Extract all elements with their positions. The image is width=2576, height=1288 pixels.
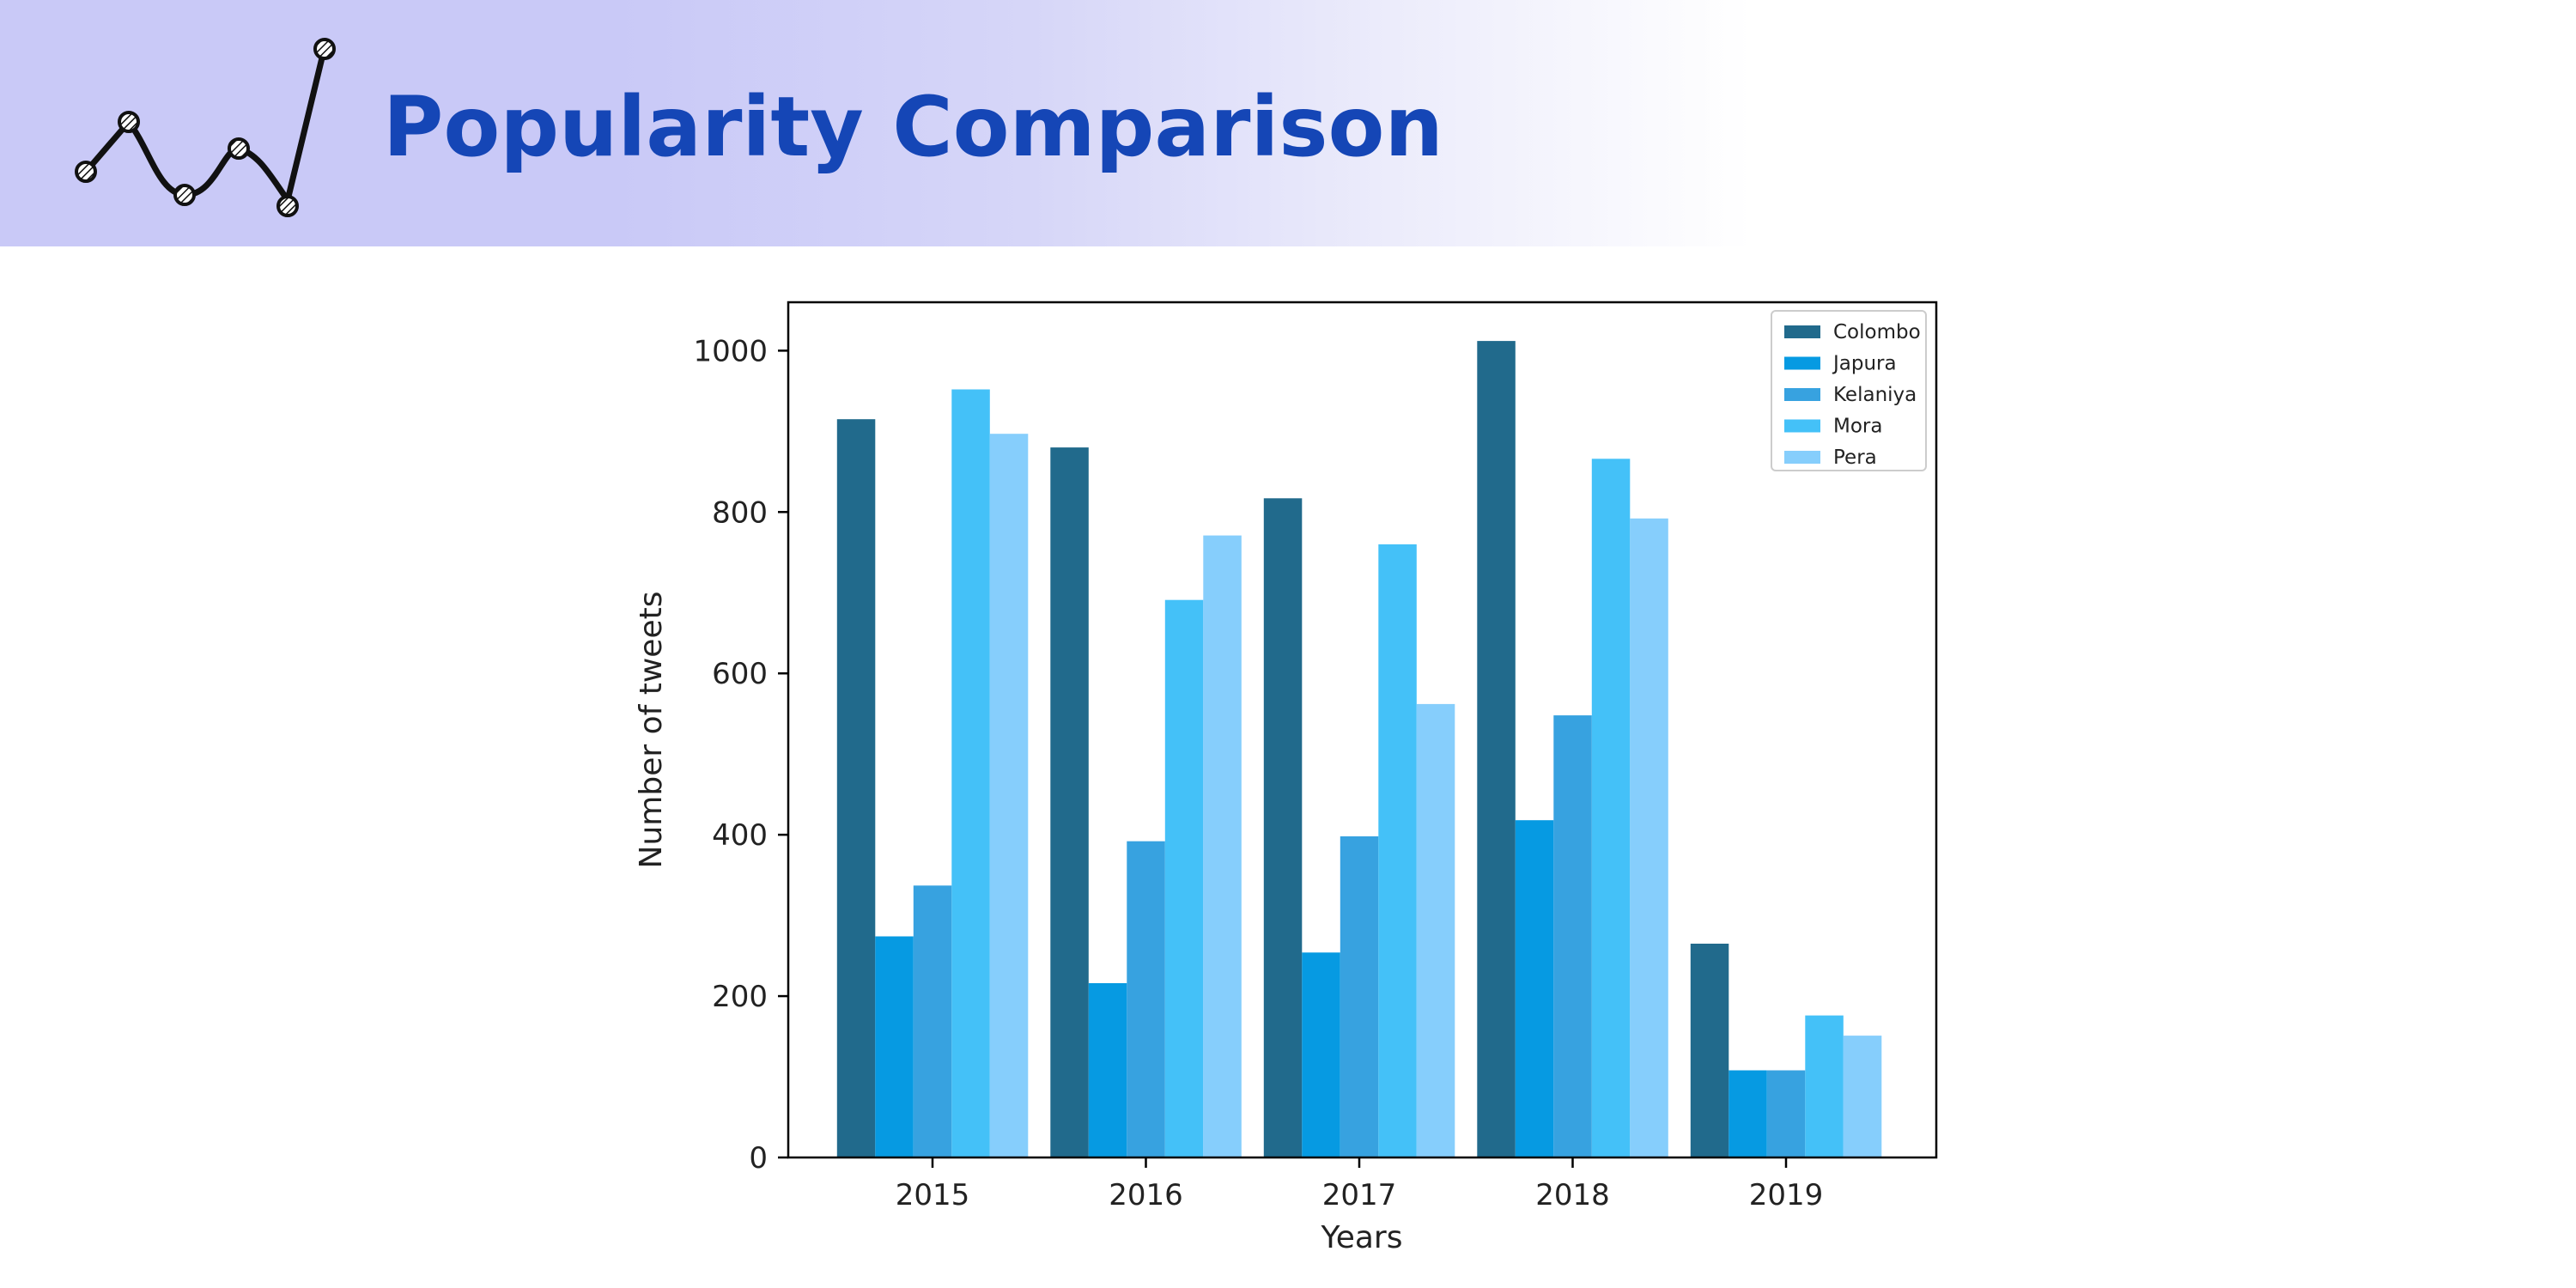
y-axis-label: Number of tweets: [634, 592, 669, 869]
bar-colombo-2016: [1050, 447, 1089, 1157]
x-tick-label: 2019: [1749, 1178, 1824, 1212]
bar-pera-2018: [1630, 518, 1668, 1157]
legend-label-japura: Japura: [1832, 353, 1897, 375]
bar-mora-2019: [1805, 1015, 1844, 1157]
x-tick-label: 2016: [1109, 1178, 1183, 1212]
bar-kelaniya-2015: [913, 885, 952, 1157]
y-tick-label: 1000: [693, 334, 768, 368]
legend: Colombo Japura Kelaniya Mora Pera: [1771, 310, 1927, 471]
y-tick-label: 400: [712, 818, 768, 853]
bars-layer: [836, 341, 1882, 1158]
x-axis-label: Years: [1321, 1220, 1403, 1255]
plot-frame: [787, 301, 1938, 1159]
bar-japura-2015: [875, 936, 914, 1157]
x-tick-label: 2018: [1535, 1178, 1610, 1212]
bar-kelaniya-2018: [1553, 715, 1592, 1157]
y-tick-label: 800: [712, 495, 768, 530]
bar-colombo-2017: [1263, 498, 1303, 1157]
bar-pera-2016: [1203, 535, 1242, 1157]
legend-swatch-kelaniya: [1784, 388, 1820, 401]
bar-colombo-2018: [1477, 341, 1516, 1158]
bar-mora-2015: [951, 389, 990, 1157]
slide-title: Popularity Comparison: [383, 79, 1443, 175]
legend-label-colombo: Colombo: [1833, 321, 1921, 343]
x-tick-label: 2015: [896, 1178, 970, 1212]
legend-swatch-colombo: [1784, 325, 1820, 338]
bar-colombo-2019: [1690, 944, 1729, 1157]
bar-mora-2017: [1378, 544, 1417, 1157]
y-axis: 0 200 400 600 800 1000: [693, 334, 788, 1176]
line-chart-sketch-icon: [75, 38, 336, 217]
header-band: [0, 0, 2576, 246]
bar-pera-2019: [1843, 1036, 1882, 1157]
bar-pera-2017: [1416, 703, 1455, 1157]
bar-kelaniya-2016: [1127, 841, 1165, 1157]
bar-colombo-2015: [836, 419, 876, 1157]
bar-japura-2019: [1728, 1070, 1767, 1157]
legend-swatch-pera: [1784, 451, 1820, 464]
legend-swatch-japura: [1784, 356, 1820, 370]
bar-kelaniya-2017: [1340, 836, 1379, 1157]
legend-label-kelaniya: Kelaniya: [1833, 384, 1917, 406]
bar-japura-2016: [1088, 983, 1127, 1157]
legend-label-pera: Pera: [1833, 447, 1877, 469]
bar-pera-2015: [989, 434, 1029, 1157]
x-tick-label: 2017: [1322, 1178, 1397, 1212]
bar-japura-2017: [1302, 952, 1340, 1157]
bar-mora-2018: [1591, 459, 1631, 1157]
y-tick-label: 600: [712, 657, 768, 691]
bar-mora-2016: [1164, 599, 1204, 1157]
legend-label-mora: Mora: [1833, 416, 1882, 438]
y-tick-label: 200: [712, 980, 768, 1014]
y-tick-label: 0: [749, 1141, 768, 1176]
bar-kelaniya-2019: [1766, 1070, 1806, 1157]
x-axis: 2015 2016 2017 2018 2019: [896, 1157, 1824, 1212]
bar-japura-2018: [1515, 820, 1554, 1157]
legend-swatch-mora: [1784, 419, 1820, 433]
